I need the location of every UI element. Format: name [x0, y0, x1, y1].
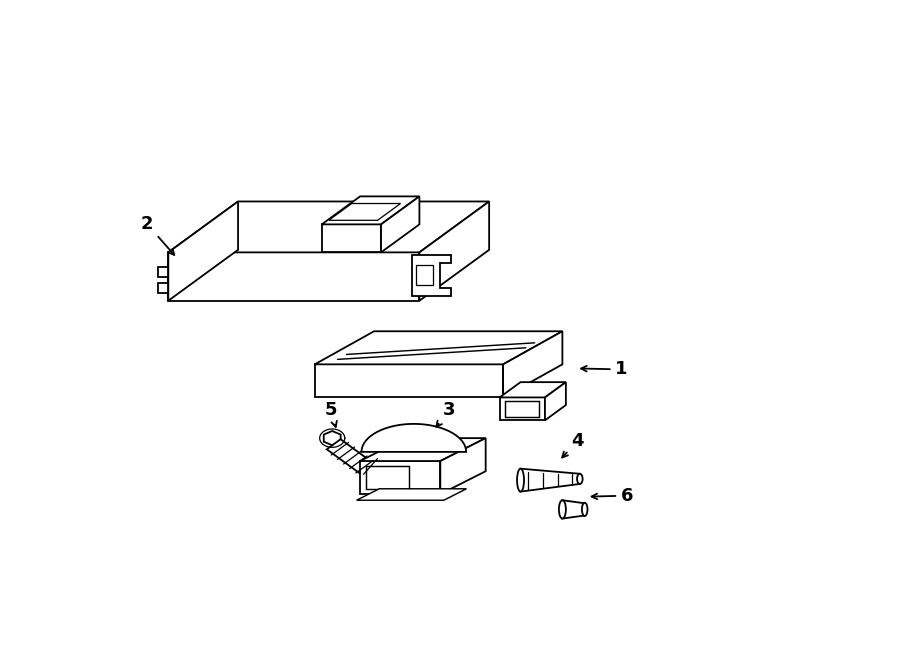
- Polygon shape: [412, 255, 451, 295]
- Polygon shape: [168, 202, 238, 301]
- Polygon shape: [545, 382, 566, 420]
- Polygon shape: [365, 466, 409, 489]
- Ellipse shape: [582, 503, 588, 516]
- Ellipse shape: [559, 500, 566, 519]
- Polygon shape: [505, 401, 539, 417]
- Text: 2: 2: [141, 215, 175, 255]
- Polygon shape: [360, 461, 440, 494]
- Polygon shape: [356, 488, 466, 500]
- Polygon shape: [440, 438, 486, 494]
- Polygon shape: [158, 266, 168, 277]
- Polygon shape: [503, 331, 562, 397]
- Ellipse shape: [577, 474, 582, 484]
- Polygon shape: [158, 283, 168, 293]
- Polygon shape: [322, 196, 419, 224]
- Polygon shape: [381, 196, 419, 253]
- Polygon shape: [168, 202, 490, 253]
- Text: 5: 5: [325, 401, 338, 427]
- Polygon shape: [328, 204, 400, 220]
- Polygon shape: [360, 438, 486, 461]
- Polygon shape: [520, 469, 580, 492]
- Polygon shape: [322, 224, 381, 253]
- Text: 1: 1: [581, 360, 628, 379]
- Text: 4: 4: [562, 432, 584, 457]
- Text: 3: 3: [436, 401, 455, 427]
- Polygon shape: [419, 202, 490, 301]
- Polygon shape: [168, 253, 419, 301]
- Polygon shape: [315, 364, 503, 397]
- Ellipse shape: [517, 469, 524, 492]
- Polygon shape: [362, 424, 466, 452]
- Polygon shape: [324, 431, 341, 446]
- Polygon shape: [315, 331, 562, 364]
- Polygon shape: [416, 265, 434, 286]
- Polygon shape: [327, 439, 378, 477]
- Polygon shape: [500, 397, 545, 420]
- Polygon shape: [562, 500, 585, 519]
- Polygon shape: [500, 382, 566, 397]
- Text: 6: 6: [591, 486, 634, 504]
